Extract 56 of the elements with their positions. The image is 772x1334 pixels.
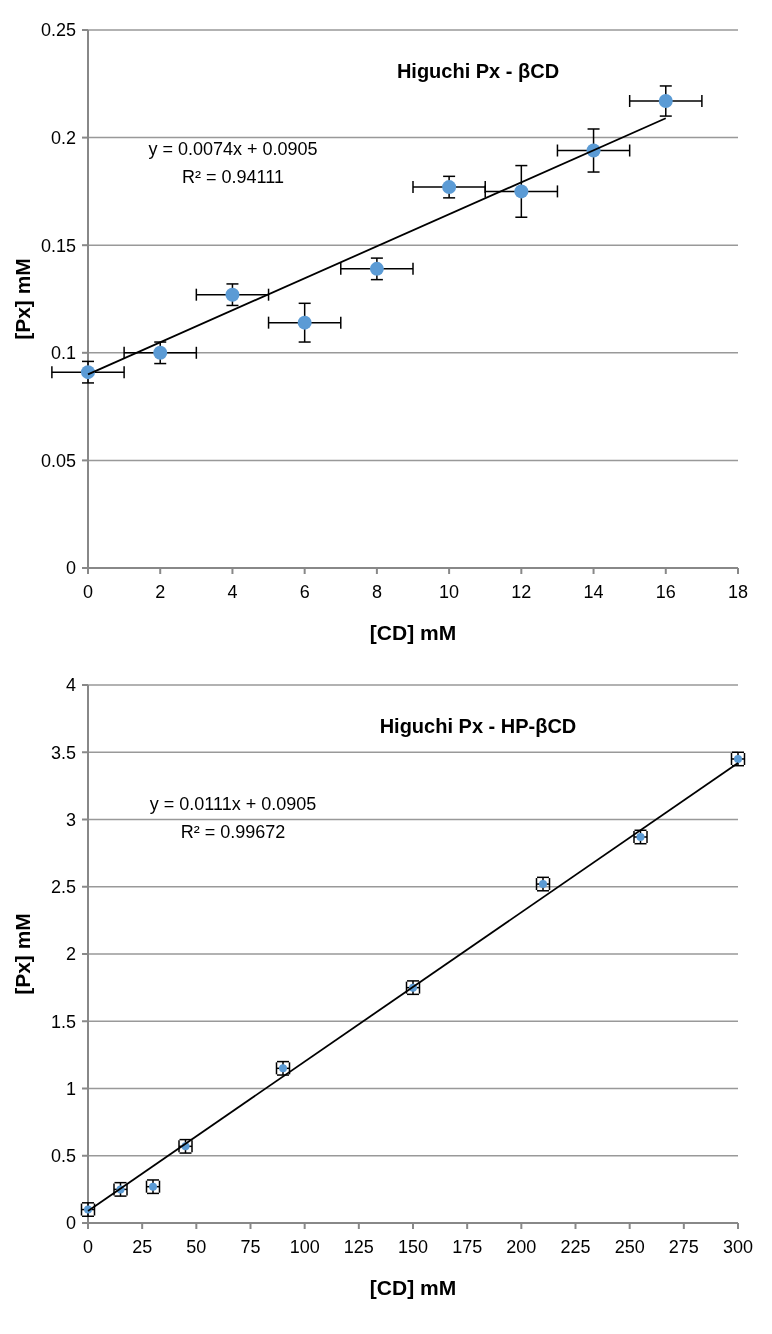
y-tick-label: 0.2 [50, 127, 76, 148]
x-tick-label: 25 [132, 1237, 153, 1257]
y-tick-label: 2.5 [50, 877, 76, 898]
y-tick-label: 0 [65, 1213, 76, 1234]
y-tick-label: 0.5 [50, 1146, 76, 1167]
x-axis-title: [CD] mM [369, 621, 457, 644]
x-tick-label: 100 [289, 1237, 320, 1257]
y-tick-label: 0.05 [40, 450, 76, 471]
annotation: y = 0.0111x + 0.0905 [149, 794, 317, 814]
point [81, 365, 95, 380]
x-tick-label: 225 [560, 1237, 591, 1257]
annotation: y = 0.0074x + 0.0905 [148, 139, 318, 159]
annotation: R² = 0.94111 [182, 167, 284, 187]
x-tick-label: 275 [668, 1237, 699, 1257]
x-tick-label: 0 [82, 1237, 94, 1257]
y-tick-label: 2 [65, 944, 76, 965]
x-tick-label: 175 [452, 1237, 483, 1257]
x-tick-label: 12 [511, 582, 532, 602]
y-tick-label: 0.1 [50, 343, 76, 364]
point [225, 287, 240, 302]
x-tick-label: 200 [506, 1237, 537, 1257]
x-tick-label: 14 [583, 582, 604, 602]
annotation: R² = 0.99672 [180, 822, 286, 842]
text: Higuchi Px - βCD [396, 60, 560, 82]
x-tick-label: 18 [727, 582, 749, 602]
x-tick-label: 2 [155, 582, 166, 602]
point [369, 261, 384, 276]
x-tick-label: 4 [227, 582, 238, 602]
y-tick-label: 0.15 [40, 235, 76, 256]
x-tick-label: 125 [343, 1237, 374, 1257]
point [658, 94, 673, 109]
x-tick-label: 0 [82, 582, 94, 602]
point [442, 180, 457, 195]
y-tick-label: 3 [65, 809, 76, 830]
x-tick-label: 6 [299, 582, 310, 602]
text: Higuchi Px - HP-βCD [379, 715, 577, 737]
x-tick-label: 250 [614, 1237, 645, 1257]
y-axis-title: [Px] mM [11, 258, 34, 340]
x-axis-title: [CD] mM [369, 1276, 457, 1299]
point [153, 345, 168, 360]
y-tick-label: 1 [65, 1078, 76, 1099]
x-tick-label: 300 [722, 1237, 754, 1257]
point [514, 184, 529, 199]
x-tick-label: 16 [655, 582, 676, 602]
x-tick-label: 75 [240, 1237, 261, 1257]
x-tick-label: 50 [186, 1237, 207, 1257]
y-tick-label: 1.5 [50, 1011, 76, 1032]
x-tick-label: 150 [397, 1237, 429, 1257]
x-tick-label: 8 [371, 582, 382, 602]
x-tick-label: 10 [439, 582, 460, 602]
y-tick-label: 0 [65, 558, 76, 579]
y-tick-label: 4 [65, 675, 76, 696]
y-tick-label: 0.25 [40, 20, 76, 41]
point [297, 315, 312, 330]
y-axis-title: [Px] mM [11, 913, 34, 995]
y-tick-label: 3.5 [50, 742, 76, 763]
